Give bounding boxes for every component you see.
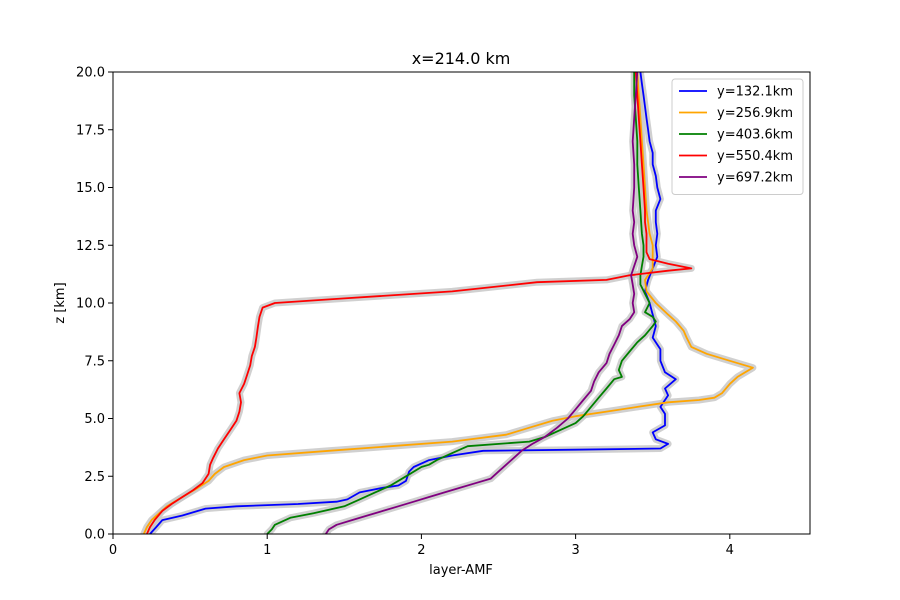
x-tick-label: 1 (263, 543, 271, 558)
y-axis-label: z [km] (53, 282, 68, 323)
legend-box (671, 78, 804, 195)
y-tick-label: 15.0 (76, 181, 105, 196)
y-tick-label: 10.0 (76, 297, 105, 312)
series-line-2 (142, 72, 754, 534)
chart-title: x=214.0 km (412, 49, 511, 68)
legend: y=132.1km y=256.9km y=403.6km y=550.4km y=69… (671, 78, 804, 195)
series-line-3 (266, 72, 657, 534)
y-tick-label: 20.0 (76, 66, 105, 81)
y-tick-label: 2.5 (84, 470, 105, 485)
series-line-4 (146, 72, 693, 534)
y-tick-label: 0.0 (84, 528, 105, 543)
x-tick-label: 2 (417, 543, 425, 558)
legend-label: y=256.9km (717, 106, 793, 121)
x-tick-label: 4 (726, 543, 734, 558)
x-axis-label: layer-AMF (429, 563, 493, 578)
series-lines (142, 72, 754, 534)
series-line-5 (325, 72, 639, 534)
y-tick-label: 12.5 (76, 239, 105, 254)
y-tick-label: 17.5 (76, 123, 105, 138)
y-axis: 0.0 2.5 5.0 7.5 10.0 12.5 15.0 17.5 20.0 (76, 66, 113, 543)
y-tick-label: 7.5 (84, 354, 105, 369)
x-tick-label: 3 (571, 543, 579, 558)
legend-label: y=132.1km (717, 85, 793, 100)
series-line-1 (149, 72, 677, 534)
x-axis: 0 1 2 3 4 (109, 534, 734, 558)
x-tick-label: 0 (109, 543, 117, 558)
legend-label: y=697.2km (717, 171, 793, 186)
legend-label: y=403.6km (717, 128, 793, 143)
legend-label: y=550.4km (717, 149, 793, 164)
y-tick-label: 5.0 (84, 412, 105, 427)
